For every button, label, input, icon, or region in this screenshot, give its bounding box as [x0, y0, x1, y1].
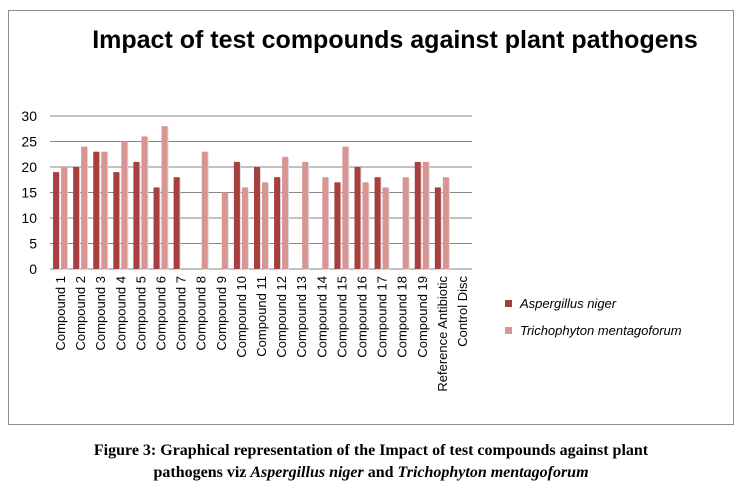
bar-aspergillus: [274, 177, 281, 269]
bar-trichophyton: [262, 182, 268, 269]
x-tick-label: Compound 4: [113, 276, 128, 350]
bar-trichophyton: [81, 146, 88, 269]
x-tick-label: Compound 14: [314, 276, 329, 358]
x-tick-label: Compound 9: [214, 276, 229, 350]
bar-trichophyton: [141, 136, 148, 269]
caption-line-2: pathogens viz Aspergillus niger and Tric…: [0, 462, 742, 484]
legend-item-trichophyton: Trichophyton mentagoforum: [505, 323, 682, 338]
x-tick-label: Compound 5: [133, 276, 148, 350]
y-tick-label: 30: [21, 108, 37, 124]
bar-trichophyton: [322, 177, 329, 269]
bar-trichophyton: [161, 126, 168, 269]
x-tick-label: Compound 18: [395, 276, 410, 358]
legend-swatch: [505, 327, 512, 334]
bar-aspergillus: [354, 167, 361, 269]
bar-aspergillus: [334, 182, 341, 269]
legend-item-aspergillus: Aspergillus niger: [505, 296, 682, 311]
x-tick-label: Compound 3: [93, 276, 108, 350]
bar-aspergillus: [434, 187, 441, 269]
bar-trichophyton: [282, 156, 289, 269]
x-tick-label: Compound 8: [194, 276, 209, 350]
bar-trichophyton: [61, 167, 68, 269]
caption-text: pathogens viz: [153, 464, 251, 481]
legend-swatch: [505, 300, 512, 307]
x-tick-label: Compound 10: [234, 276, 249, 358]
y-tick-label: 15: [21, 185, 37, 201]
bar-trichophyton: [302, 161, 309, 269]
x-tick-label: Compound 11: [254, 276, 269, 357]
y-tick-label: 20: [21, 159, 37, 175]
bar-aspergillus: [414, 161, 421, 269]
bar-aspergillus: [93, 151, 100, 269]
caption-text: and: [363, 464, 398, 481]
bar-trichophyton: [382, 187, 389, 269]
bar-chart: 0 5 10 15 20 25 30 Compound 1 Compound 2 Compound…: [21, 108, 472, 392]
bar-trichophyton: [342, 146, 349, 269]
bar-trichophyton: [362, 182, 369, 269]
bar-trichophyton: [101, 151, 108, 269]
y-tick-label: 5: [29, 236, 37, 252]
y-tick-label: 0: [29, 261, 37, 277]
x-tick-label: Compound 16: [354, 276, 369, 358]
x-tick-label: Control Disc: [455, 276, 470, 347]
bar-aspergillus: [133, 161, 140, 269]
chart-frame: [8, 10, 734, 425]
x-tick-label: Compound 2: [73, 276, 88, 350]
figure-caption: Figure 3: Graphical representation of th…: [0, 440, 742, 484]
bar-aspergillus: [53, 172, 60, 269]
bar-aspergillus: [113, 172, 120, 269]
bar-aspergillus: [233, 161, 240, 269]
legend-label: Aspergillus niger: [520, 296, 617, 311]
y-tick-label: 10: [21, 210, 37, 226]
x-tick-label: Compound 19: [415, 276, 430, 358]
x-tick-label: Reference Antibiotic: [435, 276, 450, 392]
x-tick-label: Compound 17: [375, 276, 390, 358]
bar-trichophyton: [121, 141, 128, 269]
x-tick-label: Compound 7: [174, 276, 189, 350]
bar-aspergillus: [254, 167, 260, 269]
bar-aspergillus: [374, 177, 381, 269]
caption-species-1: Aspergillus niger: [250, 464, 364, 481]
bar-trichophyton: [201, 151, 208, 269]
bar-aspergillus: [173, 177, 180, 269]
legend-label: Trichophyton mentagoforum: [520, 323, 682, 338]
bar-trichophyton: [402, 177, 409, 269]
chart-title: Impact of test compounds against plant p…: [92, 26, 698, 54]
caption-species-2: Trichophyton mentagoforum: [397, 464, 589, 481]
bar-aspergillus: [73, 167, 80, 269]
x-tick-label: Compound 15: [334, 276, 349, 358]
x-tick-label: Compound 12: [274, 276, 289, 358]
bar-trichophyton: [422, 161, 429, 269]
x-tick-label: Compound 1: [53, 276, 68, 350]
bar-trichophyton: [442, 177, 449, 269]
bar-trichophyton: [241, 187, 248, 269]
caption-line-1: Figure 3: Graphical representation of th…: [93, 442, 649, 459]
bar-trichophyton: [221, 192, 228, 269]
x-tick-label: Compound 13: [294, 276, 309, 358]
x-tick-label: Compound 6: [154, 276, 169, 350]
legend: Aspergillus niger Trichophyton mentagofo…: [505, 296, 682, 350]
y-tick-label: 25: [21, 134, 37, 150]
bar-aspergillus: [153, 187, 160, 269]
